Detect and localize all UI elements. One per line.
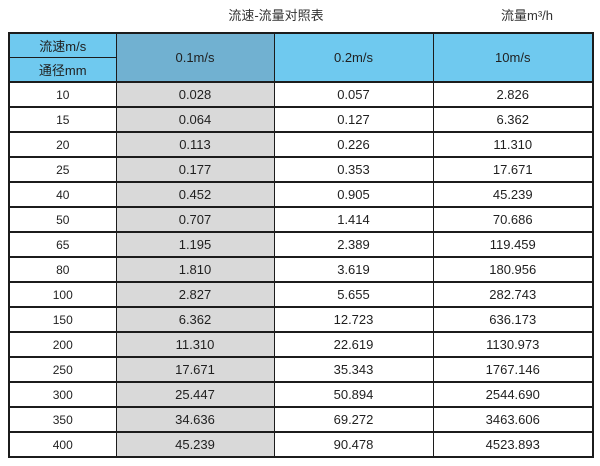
table-row: 350 34.636 69.272 3463.606 [8, 406, 594, 433]
flow-value-cell: 69.272 [273, 406, 434, 433]
flow-value-cell: 90.478 [273, 431, 434, 458]
flow-value-cell: 1767.146 [432, 356, 594, 383]
flow-value-cell: 70.686 [432, 206, 594, 233]
flow-value-cell: 17.671 [115, 356, 275, 383]
diameter-cell: 40 [8, 181, 117, 208]
flow-value-cell: 1.195 [115, 231, 275, 258]
table-row: 50 0.707 1.414 70.686 [8, 206, 594, 233]
flow-value-cell: 282.743 [432, 281, 594, 308]
flow-value-cell: 45.239 [115, 431, 275, 458]
diameter-cell: 300 [8, 381, 117, 408]
flow-value-cell: 0.177 [115, 156, 275, 183]
flow-value-cell: 34.636 [115, 406, 275, 433]
flow-value-cell: 25.447 [115, 381, 275, 408]
flow-value-cell: 50.894 [273, 381, 434, 408]
flow-value-cell: 45.239 [432, 181, 594, 208]
flow-value-cell: 0.113 [115, 131, 275, 158]
diameter-cell: 10 [8, 81, 117, 108]
flow-value-cell: 1.810 [115, 256, 275, 283]
flow-value-cell: 11.310 [115, 331, 275, 358]
flow-value-cell: 4523.893 [432, 431, 594, 458]
diameter-cell: 15 [8, 106, 117, 133]
flow-value-cell: 180.956 [432, 256, 594, 283]
flow-value-cell: 0.057 [273, 81, 434, 108]
diameter-cell: 50 [8, 206, 117, 233]
table-row: 400 45.239 90.478 4523.893 [8, 431, 594, 458]
table-row: 15 0.064 0.127 6.362 [8, 106, 594, 133]
table-row: 20 0.113 0.226 11.310 [8, 131, 594, 158]
flow-value-cell: 6.362 [115, 306, 275, 333]
flow-value-cell: 22.619 [273, 331, 434, 358]
flow-value-cell: 0.064 [115, 106, 275, 133]
flow-value-cell: 1.414 [273, 206, 434, 233]
flow-value-cell: 2.827 [115, 281, 275, 308]
flow-value-cell: 0.028 [115, 81, 275, 108]
table-header: 流速m/s 0.1m/s 0.2m/s 10m/s 通径mm [8, 32, 594, 83]
header-diameter-label: 通径mm [8, 57, 117, 83]
header-velocity-label: 流速m/s [8, 32, 117, 58]
diameter-cell: 250 [8, 356, 117, 383]
flow-value-cell: 0.127 [273, 106, 434, 133]
flow-value-cell: 6.362 [432, 106, 594, 133]
flow-value-cell: 2.826 [432, 81, 594, 108]
flow-value-cell: 2544.690 [432, 381, 594, 408]
flow-value-cell: 0.226 [273, 131, 434, 158]
flow-value-cell: 1130.973 [432, 331, 594, 358]
flow-value-cell: 12.723 [273, 306, 434, 333]
table-title: 流速-流量对照表 [228, 8, 324, 23]
velocity-flow-table: 流速m/s 0.1m/s 0.2m/s 10m/s 通径mm 10 0.028 0.… [8, 32, 594, 458]
diameter-cell: 20 [8, 131, 117, 158]
diameter-cell: 200 [8, 331, 117, 358]
diameter-cell: 80 [8, 256, 117, 283]
table-row: 65 1.195 2.389 119.459 [8, 231, 594, 258]
flow-value-cell: 3.619 [273, 256, 434, 283]
header-col-0p2ms: 0.2m/s [273, 32, 434, 83]
flow-value-cell: 0.905 [273, 181, 434, 208]
table-row: 25 0.177 0.353 17.671 [8, 156, 594, 183]
header-col-0p1ms: 0.1m/s [115, 32, 275, 83]
diameter-cell: 100 [8, 281, 117, 308]
flow-value-cell: 119.459 [432, 231, 594, 258]
flow-value-cell: 636.173 [432, 306, 594, 333]
flow-value-cell: 5.655 [273, 281, 434, 308]
flow-value-cell: 11.310 [432, 131, 594, 158]
diameter-cell: 350 [8, 406, 117, 433]
flow-value-cell: 17.671 [432, 156, 594, 183]
table-row: 200 11.310 22.619 1130.973 [8, 331, 594, 358]
diameter-cell: 150 [8, 306, 117, 333]
table-row: 150 6.362 12.723 636.173 [8, 306, 594, 333]
header-col-10ms: 10m/s [432, 32, 594, 83]
flow-value-cell: 0.353 [273, 156, 434, 183]
flow-value-cell: 3463.606 [432, 406, 594, 433]
diameter-cell: 65 [8, 231, 117, 258]
flow-value-cell: 0.452 [115, 181, 275, 208]
diameter-cell: 25 [8, 156, 117, 183]
flow-unit-label: 流量m³/h [500, 8, 554, 23]
table-row: 300 25.447 50.894 2544.690 [8, 381, 594, 408]
flow-value-cell: 0.707 [115, 206, 275, 233]
flow-value-cell: 2.389 [273, 231, 434, 258]
table-row: 40 0.452 0.905 45.239 [8, 181, 594, 208]
table-row: 80 1.810 3.619 180.956 [8, 256, 594, 283]
table-row: 250 17.671 35.343 1767.146 [8, 356, 594, 383]
diameter-cell: 400 [8, 431, 117, 458]
table-body: 10 0.028 0.057 2.826 15 0.064 0.127 6.362 20 0.11… [8, 81, 594, 458]
table-row: 10 0.028 0.057 2.826 [8, 81, 594, 108]
table-row: 100 2.827 5.655 282.743 [8, 281, 594, 308]
flow-value-cell: 35.343 [273, 356, 434, 383]
